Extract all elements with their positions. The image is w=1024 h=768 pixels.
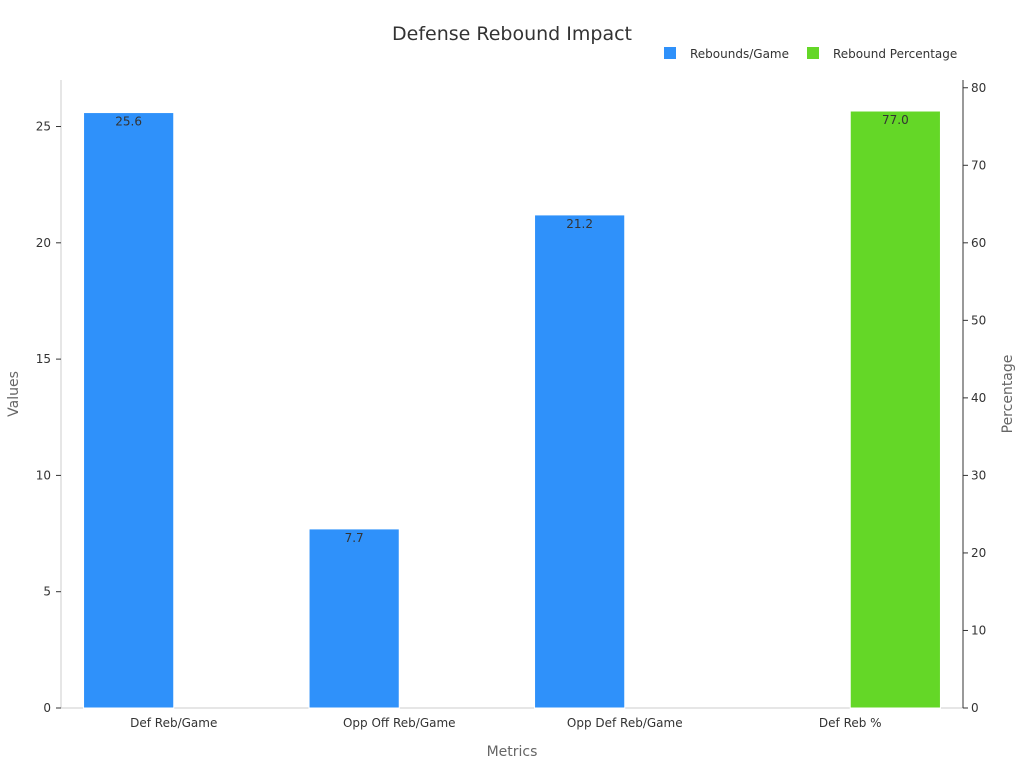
data-label-rebounds-game-def-reb-game: 25.6 bbox=[115, 115, 142, 129]
y-tick-label: 5 bbox=[43, 585, 51, 599]
y2-tick-label: 30 bbox=[971, 468, 986, 482]
legend-label-rebounds-game: Rebounds/Game bbox=[690, 47, 789, 61]
y2-tick-label: 50 bbox=[971, 313, 986, 327]
chart-title: Defense Rebound Impact bbox=[392, 23, 632, 45]
x-tick-label-def-reb: Def Reb % bbox=[819, 716, 882, 730]
legend-label-rebound-percentage: Rebound Percentage bbox=[833, 47, 957, 61]
y2-tick-label: 20 bbox=[971, 546, 986, 560]
data-label-rebounds-game-opp-def-reb-game: 21.2 bbox=[566, 217, 593, 231]
y2-tick-label: 0 bbox=[971, 701, 979, 715]
x-axis-label: Metrics bbox=[487, 744, 538, 760]
y2-tick-label: 40 bbox=[971, 391, 986, 405]
y2-tick-label: 80 bbox=[971, 81, 986, 95]
data-label-rebounds-game-opp-off-reb-game: 7.7 bbox=[345, 531, 364, 545]
bar-rebounds-game-opp-def-reb-game bbox=[534, 214, 626, 709]
y2-tick-label: 70 bbox=[971, 158, 986, 172]
legend-swatch-rebound-percentage bbox=[807, 47, 819, 59]
x-tick-label-opp-off-reb-game: Opp Off Reb/Game bbox=[343, 716, 456, 730]
y-tick-label: 0 bbox=[43, 701, 51, 715]
y2-axis-label: Percentage bbox=[1000, 355, 1016, 434]
plot-area: 0 5 10 15 20 25 0 10 20 30 40 50 60 70 80 Def Reb/Game 2… bbox=[36, 80, 986, 730]
y-axis-label: Values bbox=[6, 371, 22, 417]
y-tick-label: 25 bbox=[36, 120, 51, 134]
legend: Rebounds/Game Rebound Percentage bbox=[664, 47, 957, 61]
y-tick-label: 10 bbox=[36, 468, 51, 482]
y2-tick-label: 10 bbox=[971, 623, 986, 637]
bar-rebound-percentage-def-reb bbox=[849, 110, 941, 709]
y-tick-label: 15 bbox=[36, 352, 51, 366]
data-label-rebound-percentage-def-reb: 77.0 bbox=[882, 113, 909, 127]
y-tick-label: 20 bbox=[36, 236, 51, 250]
y2-tick-label: 60 bbox=[971, 236, 986, 250]
legend-swatch-rebounds-game bbox=[664, 47, 676, 59]
x-tick-label-def-reb-game: Def Reb/Game bbox=[130, 716, 217, 730]
x-tick-label-opp-def-reb-game: Opp Def Reb/Game bbox=[567, 716, 683, 730]
bar-rebounds-game-def-reb-game bbox=[83, 112, 175, 709]
bar-rebounds-game-opp-off-reb-game bbox=[308, 528, 400, 709]
